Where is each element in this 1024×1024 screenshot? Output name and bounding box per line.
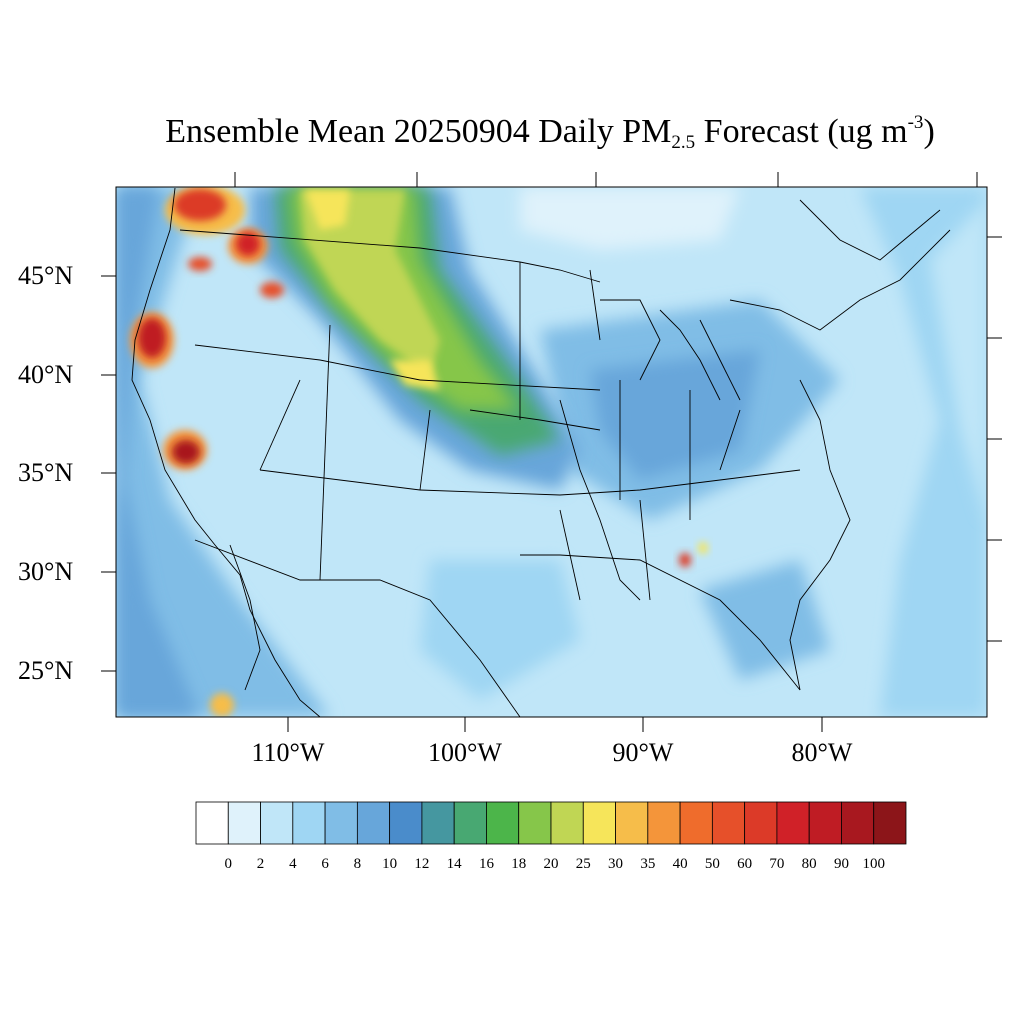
- colorbar-swatch: [260, 801, 294, 845]
- colorbar-swatch: [841, 801, 875, 845]
- colorbar-tick-label: 4: [289, 856, 297, 872]
- colorbar-swatch: [582, 801, 616, 845]
- colorbar-swatch: [873, 801, 907, 845]
- colorbar-swatch: [453, 801, 487, 845]
- colorbar-tick-label: 90: [833, 856, 849, 872]
- colorbar-tick-label: 40: [672, 856, 688, 872]
- colorbar-swatch: [324, 801, 358, 845]
- lat-label-35: 35°N: [18, 458, 74, 487]
- colorbar-tick-label: 35: [640, 856, 656, 872]
- colorbar-swatch: [550, 801, 584, 845]
- colorbar-tick-label: 30: [608, 856, 624, 872]
- colorbar-swatch: [518, 801, 552, 845]
- pm25-field: [116, 187, 987, 717]
- colorbar-tick-label: 12: [414, 856, 430, 872]
- colorbar-swatch: [292, 801, 326, 845]
- colorbar-swatch: [486, 801, 520, 845]
- colorbar-tick-label: 2: [256, 856, 265, 872]
- colorbar-swatch: [356, 801, 391, 845]
- colorbar-tick-label: 25: [575, 856, 591, 872]
- colorbar-tick-label: 14: [446, 856, 462, 872]
- colorbar-swatch: [647, 801, 681, 845]
- colorbar-tick-label: 80: [801, 856, 817, 872]
- colorbar-tick-label: 10: [382, 856, 398, 872]
- lat-label-40: 40°N: [18, 360, 74, 389]
- lon-label-110w: 110°W: [251, 738, 325, 767]
- lon-label-90w: 90°W: [612, 738, 674, 767]
- colorbar-swatch: [389, 801, 423, 845]
- lat-label-30: 30°N: [18, 557, 74, 586]
- colorbar-swatch: [776, 801, 810, 845]
- colorbar-swatch: [744, 801, 778, 845]
- colorbar-tick-label: 50: [704, 856, 720, 872]
- colorbar-tick-label: 8: [353, 856, 362, 872]
- colorbar-tick-label: 6: [321, 856, 329, 872]
- colorbar-tick-label: 100: [862, 856, 885, 872]
- colorbar-swatch: [195, 801, 229, 845]
- colorbar-swatch: [808, 801, 842, 845]
- colorbar-tick-label: 16: [478, 856, 494, 872]
- colorbar-swatch: [679, 801, 713, 845]
- lat-label-45: 45°N: [18, 261, 74, 290]
- lat-label-25: 25°N: [18, 656, 74, 685]
- colorbar-tick-label: 0: [224, 856, 233, 872]
- colorbar-swatch: [615, 801, 649, 845]
- colorbar-tick-label: 18: [511, 856, 527, 872]
- lon-label-100w: 100°W: [428, 738, 502, 767]
- colorbar-tick-label: 70: [769, 856, 785, 872]
- axis-ticks: [101, 172, 1002, 732]
- colorbar-swatch: [227, 801, 261, 845]
- plot-frame: [115, 186, 988, 718]
- map-title: Ensemble Mean 20250904 Daily PM2.5 Forec…: [165, 112, 935, 153]
- colorbar-swatch: [421, 801, 455, 845]
- colorbar-tick-label: 60: [737, 856, 753, 872]
- lon-label-80w: 80°W: [791, 738, 853, 767]
- colorbar-swatch: [711, 801, 746, 845]
- colorbar-tick-label: 20: [543, 856, 559, 872]
- boundary-lines: [131, 187, 951, 717]
- colorbar: [195, 801, 907, 845]
- fire-hotspots: [130, 187, 708, 717]
